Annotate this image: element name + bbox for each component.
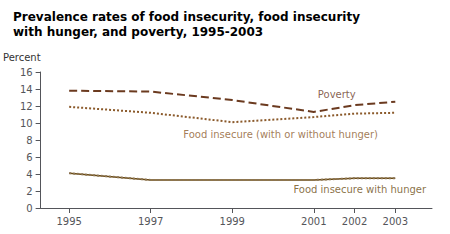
svg-text:2003: 2003 xyxy=(383,216,408,227)
svg-text:with hunger, and poverty, 1995: with hunger, and poverty, 1995-2003 xyxy=(13,25,263,39)
svg-text:14: 14 xyxy=(20,84,33,95)
svg-text:8: 8 xyxy=(26,135,32,146)
svg-text:12: 12 xyxy=(20,101,33,112)
svg-text:Prevalence rates of food insec: Prevalence rates of food insecurity, foo… xyxy=(13,10,360,24)
svg-text:10: 10 xyxy=(20,118,33,129)
svg-text:0: 0 xyxy=(26,203,32,214)
svg-text:2001: 2001 xyxy=(301,216,326,227)
svg-text:2002: 2002 xyxy=(342,216,367,227)
svg-text:Poverty: Poverty xyxy=(318,89,356,100)
svg-text:2: 2 xyxy=(26,186,32,197)
svg-text:1997: 1997 xyxy=(138,216,163,227)
svg-text:16: 16 xyxy=(20,67,33,78)
svg-text:1999: 1999 xyxy=(220,216,245,227)
svg-text:6: 6 xyxy=(26,152,32,163)
svg-text:Food insecure with hunger: Food insecure with hunger xyxy=(293,184,427,195)
svg-text:Percent: Percent xyxy=(3,52,41,63)
svg-text:4: 4 xyxy=(26,169,32,180)
svg-text:Food insecure (with or without: Food insecure (with or without hunger) xyxy=(183,129,378,140)
svg-text:1995: 1995 xyxy=(56,216,81,227)
